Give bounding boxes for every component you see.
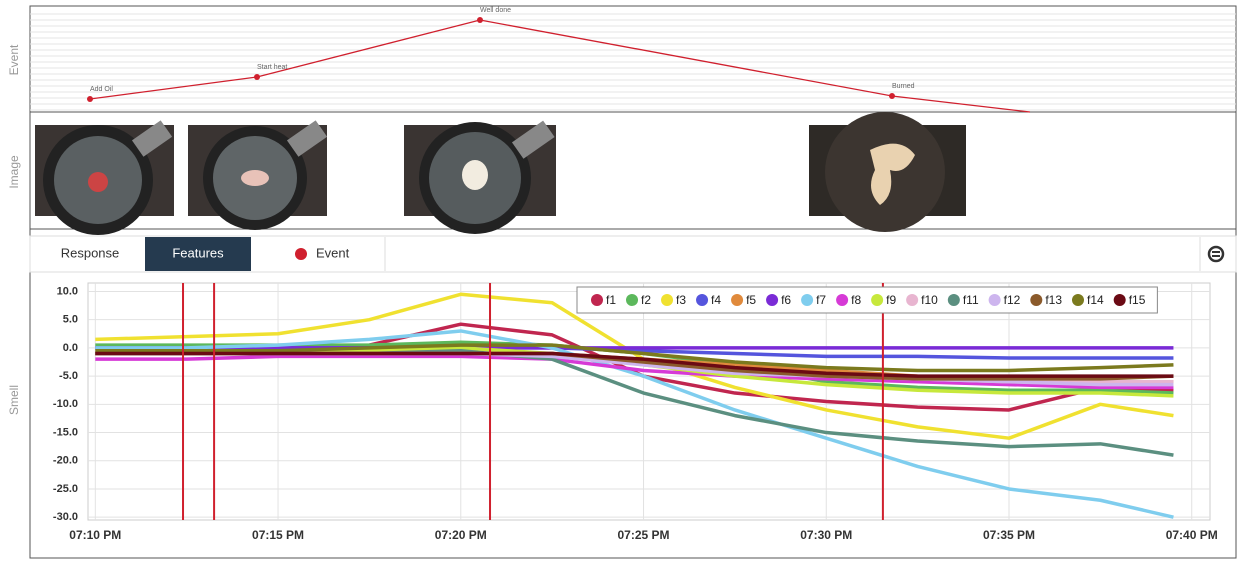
y-tick-label: -5.0 bbox=[59, 370, 78, 382]
legend: f1 f2 f3 f4 f5 f6 f7 f8 f9 f10 f11 f12 f13 f14 f15 bbox=[577, 287, 1157, 313]
legend-marker bbox=[731, 294, 743, 306]
event-point bbox=[254, 74, 260, 80]
y-tick-label: 5.0 bbox=[63, 314, 78, 326]
photo bbox=[809, 112, 966, 232]
legend-marker bbox=[948, 294, 960, 306]
x-tick-label: 07:15 PM bbox=[252, 528, 304, 542]
event-label: Well done bbox=[480, 7, 511, 14]
legend-marker bbox=[801, 294, 813, 306]
y-tick-label: -30.0 bbox=[53, 511, 78, 523]
legend-label: f6 bbox=[781, 293, 791, 307]
legend-marker bbox=[1114, 294, 1126, 306]
legend-label: f11 bbox=[963, 293, 979, 307]
y-tick-label: -20.0 bbox=[53, 455, 78, 467]
dashboard: Add Oil Start heat Well done Burned Event I… bbox=[0, 0, 1241, 561]
tab[interactable]: Event bbox=[316, 245, 350, 260]
axis-label: Event bbox=[7, 44, 21, 75]
legend-marker bbox=[1072, 294, 1084, 306]
legend-label: f5 bbox=[746, 293, 756, 307]
legend-label: f8 bbox=[851, 293, 861, 307]
y-tick-label: -10.0 bbox=[53, 398, 78, 410]
x-tick-label: 07:10 PM bbox=[69, 528, 121, 542]
y-tick-label: 10.0 bbox=[57, 285, 78, 297]
legend-label: f7 bbox=[816, 293, 826, 307]
legend-label: f10 bbox=[921, 293, 938, 307]
plot: 10.0 5.0 0.0 -5.0 -10.0 -15.0 -20.0 -25.0 -30.0 0… bbox=[53, 283, 1218, 542]
legend-marker bbox=[591, 294, 603, 306]
event-label: Add Oil bbox=[90, 86, 113, 93]
event-point bbox=[889, 93, 895, 99]
legend-marker bbox=[766, 294, 778, 306]
event-label: Burned bbox=[892, 83, 915, 90]
photo bbox=[188, 120, 327, 230]
legend-marker bbox=[626, 294, 638, 306]
legend-label: f12 bbox=[1004, 293, 1021, 307]
legend-marker bbox=[989, 294, 1001, 306]
legend-label: f3 bbox=[676, 293, 686, 307]
event-point bbox=[87, 96, 93, 102]
x-tick-label: 07:25 PM bbox=[618, 528, 670, 542]
axis-label: Image bbox=[7, 155, 21, 189]
x-tick-label: 07:40 PM bbox=[1166, 528, 1218, 542]
tab[interactable]: Features bbox=[172, 245, 224, 260]
x-tick-label: 07:35 PM bbox=[983, 528, 1035, 542]
app: Add Oil Start heat Well done Burned Event I… bbox=[0, 0, 1241, 561]
legend-marker bbox=[696, 294, 708, 306]
axis-label: Smell bbox=[7, 385, 21, 415]
legend-label: f2 bbox=[641, 293, 651, 307]
legend-marker bbox=[661, 294, 673, 306]
legend-marker bbox=[906, 294, 918, 306]
legend-label: f1 bbox=[606, 293, 616, 307]
y-tick-label: 0.0 bbox=[63, 342, 78, 354]
legend-marker bbox=[836, 294, 848, 306]
y-tick-label: -25.0 bbox=[53, 483, 78, 495]
tab-bar: Response Features Event bbox=[30, 236, 1236, 272]
x-tick-label: 07:20 PM bbox=[435, 528, 487, 542]
x-tick-label: 07:30 PM bbox=[800, 528, 852, 542]
legend-label: f4 bbox=[711, 293, 721, 307]
legend-label: f9 bbox=[886, 293, 896, 307]
event-point bbox=[477, 17, 483, 23]
legend-marker bbox=[871, 294, 883, 306]
event-label: Start heat bbox=[257, 64, 287, 71]
legend-label: f13 bbox=[1045, 293, 1062, 307]
legend-label: f15 bbox=[1129, 293, 1146, 307]
y-tick-label: -15.0 bbox=[53, 426, 78, 438]
tab[interactable]: Response bbox=[61, 245, 120, 260]
legend-marker bbox=[1030, 294, 1042, 306]
event-dot bbox=[295, 248, 307, 260]
legend-label: f14 bbox=[1087, 293, 1104, 307]
